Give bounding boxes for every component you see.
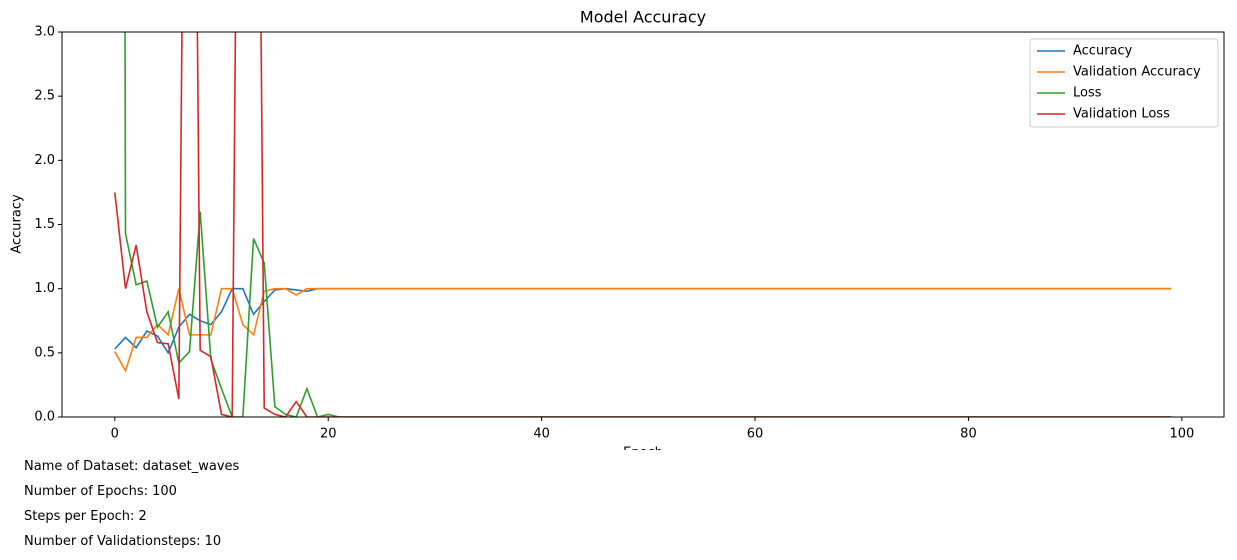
y-tick-label: 1.0 bbox=[34, 281, 55, 296]
info-line: Number of Epochs: 100 bbox=[24, 484, 177, 499]
x-tick-label: 60 bbox=[747, 427, 764, 442]
y-tick-label: 3.0 bbox=[34, 25, 55, 40]
x-tick-label: 20 bbox=[320, 427, 337, 442]
legend-label: Loss bbox=[1073, 86, 1102, 101]
legend-label: Validation Loss bbox=[1073, 107, 1170, 122]
series-line bbox=[114, 287, 1172, 373]
info-line: Number of Validationsteps: 10 bbox=[24, 534, 222, 549]
chart: Model Accuracy Epoch Accuracy 0.0 0.5 1.0 1… bbox=[10, 8, 1225, 451]
y-tick-label: 0.5 bbox=[34, 345, 55, 360]
info-line: Name of Dataset: dataset_waves bbox=[24, 459, 240, 474]
legend-label: Accuracy bbox=[1073, 44, 1133, 59]
plot-lines bbox=[114, 32, 1172, 417]
x-axis-label: Epoch bbox=[623, 446, 663, 451]
y-axis-label: Accuracy bbox=[10, 194, 25, 254]
chart-title: Model Accuracy bbox=[580, 8, 706, 27]
x-tick-label: 80 bbox=[960, 427, 977, 442]
series-line bbox=[114, 287, 1172, 355]
legend-label: Validation Accuracy bbox=[1073, 65, 1201, 80]
info-line: Steps per Epoch: 2 bbox=[24, 509, 147, 524]
y-tick-label: 2.0 bbox=[34, 153, 55, 168]
series-line bbox=[124, 32, 1172, 417]
x-tick-label: 100 bbox=[1169, 427, 1194, 442]
y-tick-label: 1.5 bbox=[34, 217, 55, 232]
x-tick-label: 40 bbox=[533, 427, 550, 442]
y-tick-label: 2.5 bbox=[34, 89, 55, 104]
series-line bbox=[114, 32, 1172, 417]
y-tick-label: 0.0 bbox=[34, 410, 55, 425]
legend-box bbox=[1029, 38, 1219, 128]
x-tick-label: 0 bbox=[111, 427, 119, 442]
